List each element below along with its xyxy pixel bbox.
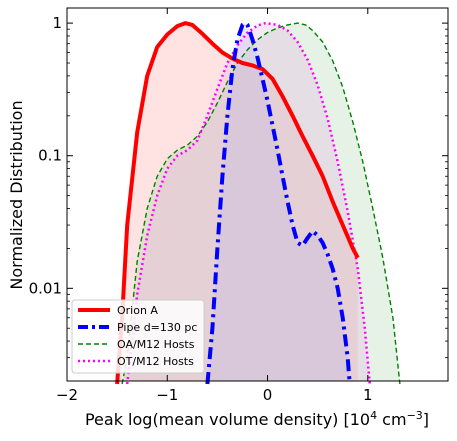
fill-pipe-d-130-pc	[207, 23, 350, 384]
x-tick-label: −2	[56, 386, 78, 404]
y-tick-label: 0.1	[38, 147, 62, 165]
plot-frame	[66, 7, 449, 382]
x-tick-label: 1	[363, 386, 373, 404]
series-fills	[117, 23, 400, 384]
line-pipe-d-130-pc	[205, 21, 352, 385]
fill-ot-m12-hosts	[127, 23, 370, 384]
x-tick-label: 0	[263, 386, 273, 404]
legend-label-oa-m12: OA/M12 Hosts	[117, 338, 195, 351]
y-axis-title: Normalized Distribution	[7, 100, 26, 289]
series-lines	[115, 21, 401, 385]
line-ot-m12-hosts	[125, 21, 372, 385]
x-tick-label: −1	[156, 386, 178, 404]
legend-label-orion-a: Orion A	[117, 304, 158, 317]
fill-oa-m12-hosts	[122, 23, 400, 384]
legend-label-pipe: Pipe d=130 pc	[117, 321, 197, 334]
legend-box	[71, 299, 205, 374]
y-tick-label: 0.01	[29, 279, 62, 297]
axis-ticks: −2 −1 0 1 1 0.1 0.01	[29, 8, 448, 404]
fill-orion-a	[117, 23, 358, 384]
legend-label-ot-m12: OT/M12 Hosts	[117, 355, 194, 368]
x-axis-title: Peak log(mean volume density) [104 cm−3]	[85, 409, 429, 429]
y-tick-label: 1	[52, 14, 62, 32]
line-oa-m12-hosts	[121, 22, 401, 385]
legend: Orion A Pipe d=130 pc OA/M12 Hosts OT/M1…	[71, 299, 205, 374]
